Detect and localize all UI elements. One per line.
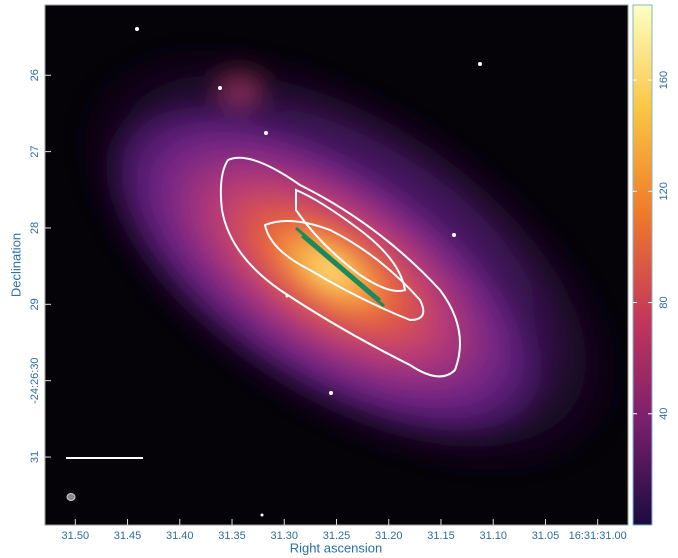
image [0, 0, 678, 558]
x-tick-label: 31.30 [270, 530, 298, 542]
colorbar-tick-label: 80 [658, 296, 670, 308]
x-tick-label: 31.15 [427, 530, 455, 542]
x-tick-label: 31.25 [323, 530, 351, 542]
y-tick-label: 26 [29, 69, 41, 81]
x-tick-label: 31.35 [218, 530, 246, 542]
colorbar [633, 5, 652, 525]
y-tick-label: 29 [29, 298, 41, 310]
x-tick-label: 16:31:31.00 [569, 530, 627, 542]
y-tick-label: -24:26:30 [29, 357, 41, 403]
colorbar-tick-label: 160 [658, 71, 670, 89]
chart: Right ascension Declination 31.50 31.45 31… [0, 0, 678, 558]
x-tick-label: 31.50 [62, 530, 90, 542]
y-axis-label: Declination [8, 233, 23, 297]
y-tick-label: 28 [29, 222, 41, 234]
x-tick-label: 31.45 [114, 530, 142, 542]
y-tick-label: 31 [29, 451, 41, 463]
colorbar-tick-label: 120 [658, 182, 670, 200]
colorbar-tick-label: 40 [658, 408, 670, 420]
x-tick-label: 31.40 [166, 530, 194, 542]
y-tick-label: 27 [29, 145, 41, 157]
x-tick-label: 31.05 [532, 530, 560, 542]
x-tick-label: 31.20 [375, 530, 403, 542]
x-axis-label: Right ascension [290, 540, 383, 555]
x-tick-label: 31.10 [479, 530, 507, 542]
